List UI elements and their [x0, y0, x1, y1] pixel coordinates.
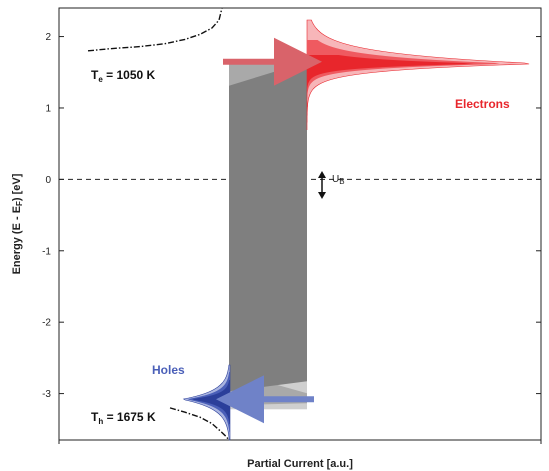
- electron-light-area: [306, 19, 530, 130]
- y-tick-label: -1: [42, 246, 51, 257]
- barrier-voltage-label: UB: [332, 174, 345, 186]
- y-tick-label: -2: [42, 318, 51, 329]
- y-tick-label: 0: [45, 175, 51, 186]
- y-axis-label: Energy (E - EF) [eV]: [11, 173, 24, 274]
- hole-dark-area: [192, 380, 230, 424]
- electron-temperature-label: Te = 1050 K: [91, 68, 156, 84]
- electron-distribution: [306, 19, 530, 130]
- y-tick-label: 1: [45, 103, 51, 114]
- hole-temperature-curve: [169, 407, 230, 441]
- electrons-label: Electrons: [455, 97, 510, 111]
- y-axis-ticks: -3 -2 -1 0 1 2: [42, 32, 541, 400]
- barrier: [229, 59, 307, 410]
- y-tick-label: 2: [45, 32, 51, 43]
- holes-label: Holes: [152, 363, 185, 377]
- electron-temperature-curve: [87, 7, 223, 52]
- y-tick-label: -3: [42, 389, 51, 400]
- x-axis-ticks: [58, 440, 542, 444]
- x-axis-label: Partial Current [a.u.]: [247, 458, 353, 470]
- hole-distribution: [182, 364, 231, 441]
- barrier-dark: [229, 61, 307, 392]
- barrier-voltage-arrow: [318, 171, 326, 199]
- electron-dark-area: [307, 55, 474, 100]
- plot-frame: [58, 7, 542, 441]
- hole-temperature-label: Th = 1675 K: [91, 410, 156, 426]
